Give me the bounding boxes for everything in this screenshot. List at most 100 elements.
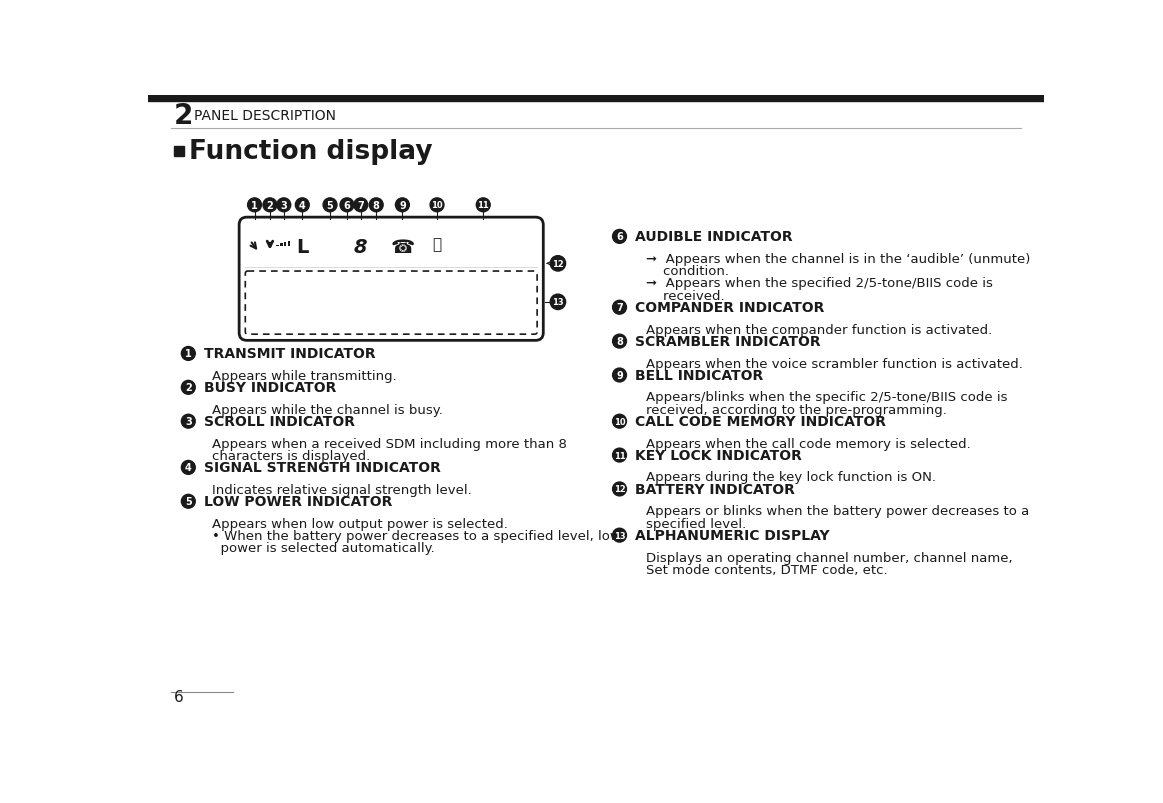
Text: Appears while the channel is busy.: Appears while the channel is busy. [212, 403, 443, 416]
Text: 3: 3 [280, 201, 287, 210]
Text: 8: 8 [354, 238, 368, 257]
Text: 1: 1 [251, 201, 258, 210]
Circle shape [354, 198, 368, 213]
Circle shape [181, 347, 195, 361]
Text: 1: 1 [185, 349, 192, 359]
Text: 7: 7 [616, 303, 623, 313]
Circle shape [613, 528, 627, 542]
Circle shape [613, 230, 627, 244]
Text: Indicates relative signal strength level.: Indicates relative signal strength level… [212, 483, 472, 496]
Text: 2: 2 [266, 201, 273, 210]
Text: Appears during the key lock function is ON.: Appears during the key lock function is … [645, 471, 936, 484]
Text: 6: 6 [343, 201, 350, 210]
Text: SCROLL INDICATOR: SCROLL INDICATOR [204, 414, 355, 429]
Text: BUSY INDICATOR: BUSY INDICATOR [204, 381, 336, 395]
Text: Displays an operating channel number, channel name,: Displays an operating channel number, ch… [645, 551, 1012, 564]
Text: BELL INDICATOR: BELL INDICATOR [635, 369, 763, 382]
Circle shape [550, 295, 565, 310]
Text: 10: 10 [431, 201, 443, 210]
Text: specified level.: specified level. [645, 517, 745, 530]
Text: SIGNAL STRENGTH INDICATOR: SIGNAL STRENGTH INDICATOR [204, 461, 441, 475]
Text: Appears when a received SDM including more than 8: Appears when a received SDM including mo… [212, 437, 568, 450]
Text: Function display: Function display [190, 139, 433, 165]
Text: 5: 5 [327, 201, 334, 210]
Bar [476, 241, 487, 251]
Text: power is selected automatically.: power is selected automatically. [212, 542, 435, 555]
Text: 13: 13 [552, 298, 564, 307]
Bar [149, 96, 1044, 102]
Polygon shape [326, 240, 330, 254]
Text: 4: 4 [299, 201, 306, 210]
Text: characters is displayed.: characters is displayed. [212, 450, 371, 463]
Bar [277, 246, 279, 247]
Text: 8: 8 [616, 336, 623, 347]
Text: 12: 12 [552, 259, 564, 268]
Circle shape [613, 414, 627, 429]
Circle shape [181, 381, 195, 395]
Text: 2: 2 [173, 102, 193, 130]
Text: COMPANDER INDICATOR: COMPANDER INDICATOR [635, 301, 825, 315]
Text: ➞  Appears when the channel is in the ‘audible’ (unmute): ➞ Appears when the channel is in the ‘au… [645, 252, 1030, 266]
Circle shape [277, 198, 291, 213]
Text: 5: 5 [185, 496, 192, 507]
Text: AUDIBLE INDICATOR: AUDIBLE INDICATOR [635, 230, 792, 244]
FancyBboxPatch shape [240, 218, 543, 341]
Circle shape [340, 198, 354, 213]
Bar [173, 146, 185, 157]
Bar [284, 243, 286, 247]
Text: ➞  Appears when the specified 2/5-tone/BIIS code is: ➞ Appears when the specified 2/5-tone/BI… [645, 277, 992, 290]
Text: Appears when the voice scrambler function is activated.: Appears when the voice scrambler functio… [645, 357, 1022, 370]
Text: 9: 9 [399, 201, 406, 210]
Text: SCRAMBLER INDICATOR: SCRAMBLER INDICATOR [635, 335, 821, 349]
Circle shape [613, 449, 627, 463]
Circle shape [613, 483, 627, 496]
Text: 9: 9 [616, 370, 623, 381]
Circle shape [395, 198, 409, 213]
Text: 11: 11 [477, 201, 490, 210]
Text: Appears when the compander function is activated.: Appears when the compander function is a… [645, 324, 992, 336]
Text: condition.: condition. [645, 265, 729, 278]
Text: L: L [297, 238, 308, 257]
Circle shape [181, 495, 195, 508]
FancyBboxPatch shape [245, 271, 537, 335]
Text: 11: 11 [614, 451, 626, 460]
Text: ALPHANUMERIC DISPLAY: ALPHANUMERIC DISPLAY [635, 528, 829, 543]
Text: Set mode contents, DTMF code, etc.: Set mode contents, DTMF code, etc. [645, 563, 887, 577]
Circle shape [613, 301, 627, 315]
Circle shape [477, 198, 490, 213]
Text: received, according to the pre-programming.: received, according to the pre-programmi… [645, 403, 947, 416]
Text: 7: 7 [357, 201, 364, 210]
Text: 10: 10 [614, 418, 626, 426]
Circle shape [181, 461, 195, 475]
Circle shape [295, 198, 309, 213]
Text: received.: received. [645, 289, 725, 303]
Text: PANEL DESCRIPTION: PANEL DESCRIPTION [194, 109, 336, 124]
Text: 6: 6 [616, 232, 623, 242]
Text: 4: 4 [185, 463, 192, 473]
Text: KEY LOCK INDICATOR: KEY LOCK INDICATOR [635, 449, 801, 463]
Circle shape [323, 198, 337, 213]
Text: 3: 3 [185, 417, 192, 426]
Text: BATTERY INDICATOR: BATTERY INDICATOR [635, 483, 794, 496]
Text: Appears when low output power is selected.: Appears when low output power is selecte… [212, 517, 508, 530]
Text: Appears when the call code memory is selected.: Appears when the call code memory is sel… [645, 437, 970, 450]
Text: 🗝: 🗝 [433, 238, 442, 252]
Bar [487, 245, 491, 248]
Text: Appears or blinks when the battery power decreases to a: Appears or blinks when the battery power… [645, 505, 1029, 518]
Circle shape [263, 198, 277, 213]
Text: LOW POWER INDICATOR: LOW POWER INDICATOR [204, 495, 392, 508]
Circle shape [370, 198, 383, 213]
Text: TRANSMIT INDICATOR: TRANSMIT INDICATOR [204, 347, 376, 361]
Text: 2: 2 [185, 383, 192, 393]
Circle shape [613, 335, 627, 349]
Text: Appears/blinks when the specific 2/5-tone/BIIS code is: Appears/blinks when the specific 2/5-ton… [645, 391, 1007, 404]
Bar [280, 244, 283, 247]
Text: 12: 12 [614, 485, 626, 494]
Text: 8: 8 [373, 201, 379, 210]
Text: Appears while transmitting.: Appears while transmitting. [212, 369, 397, 382]
Text: 13: 13 [614, 531, 626, 540]
Text: 6: 6 [173, 689, 184, 704]
Circle shape [430, 198, 444, 213]
Circle shape [613, 369, 627, 382]
Circle shape [248, 198, 262, 213]
